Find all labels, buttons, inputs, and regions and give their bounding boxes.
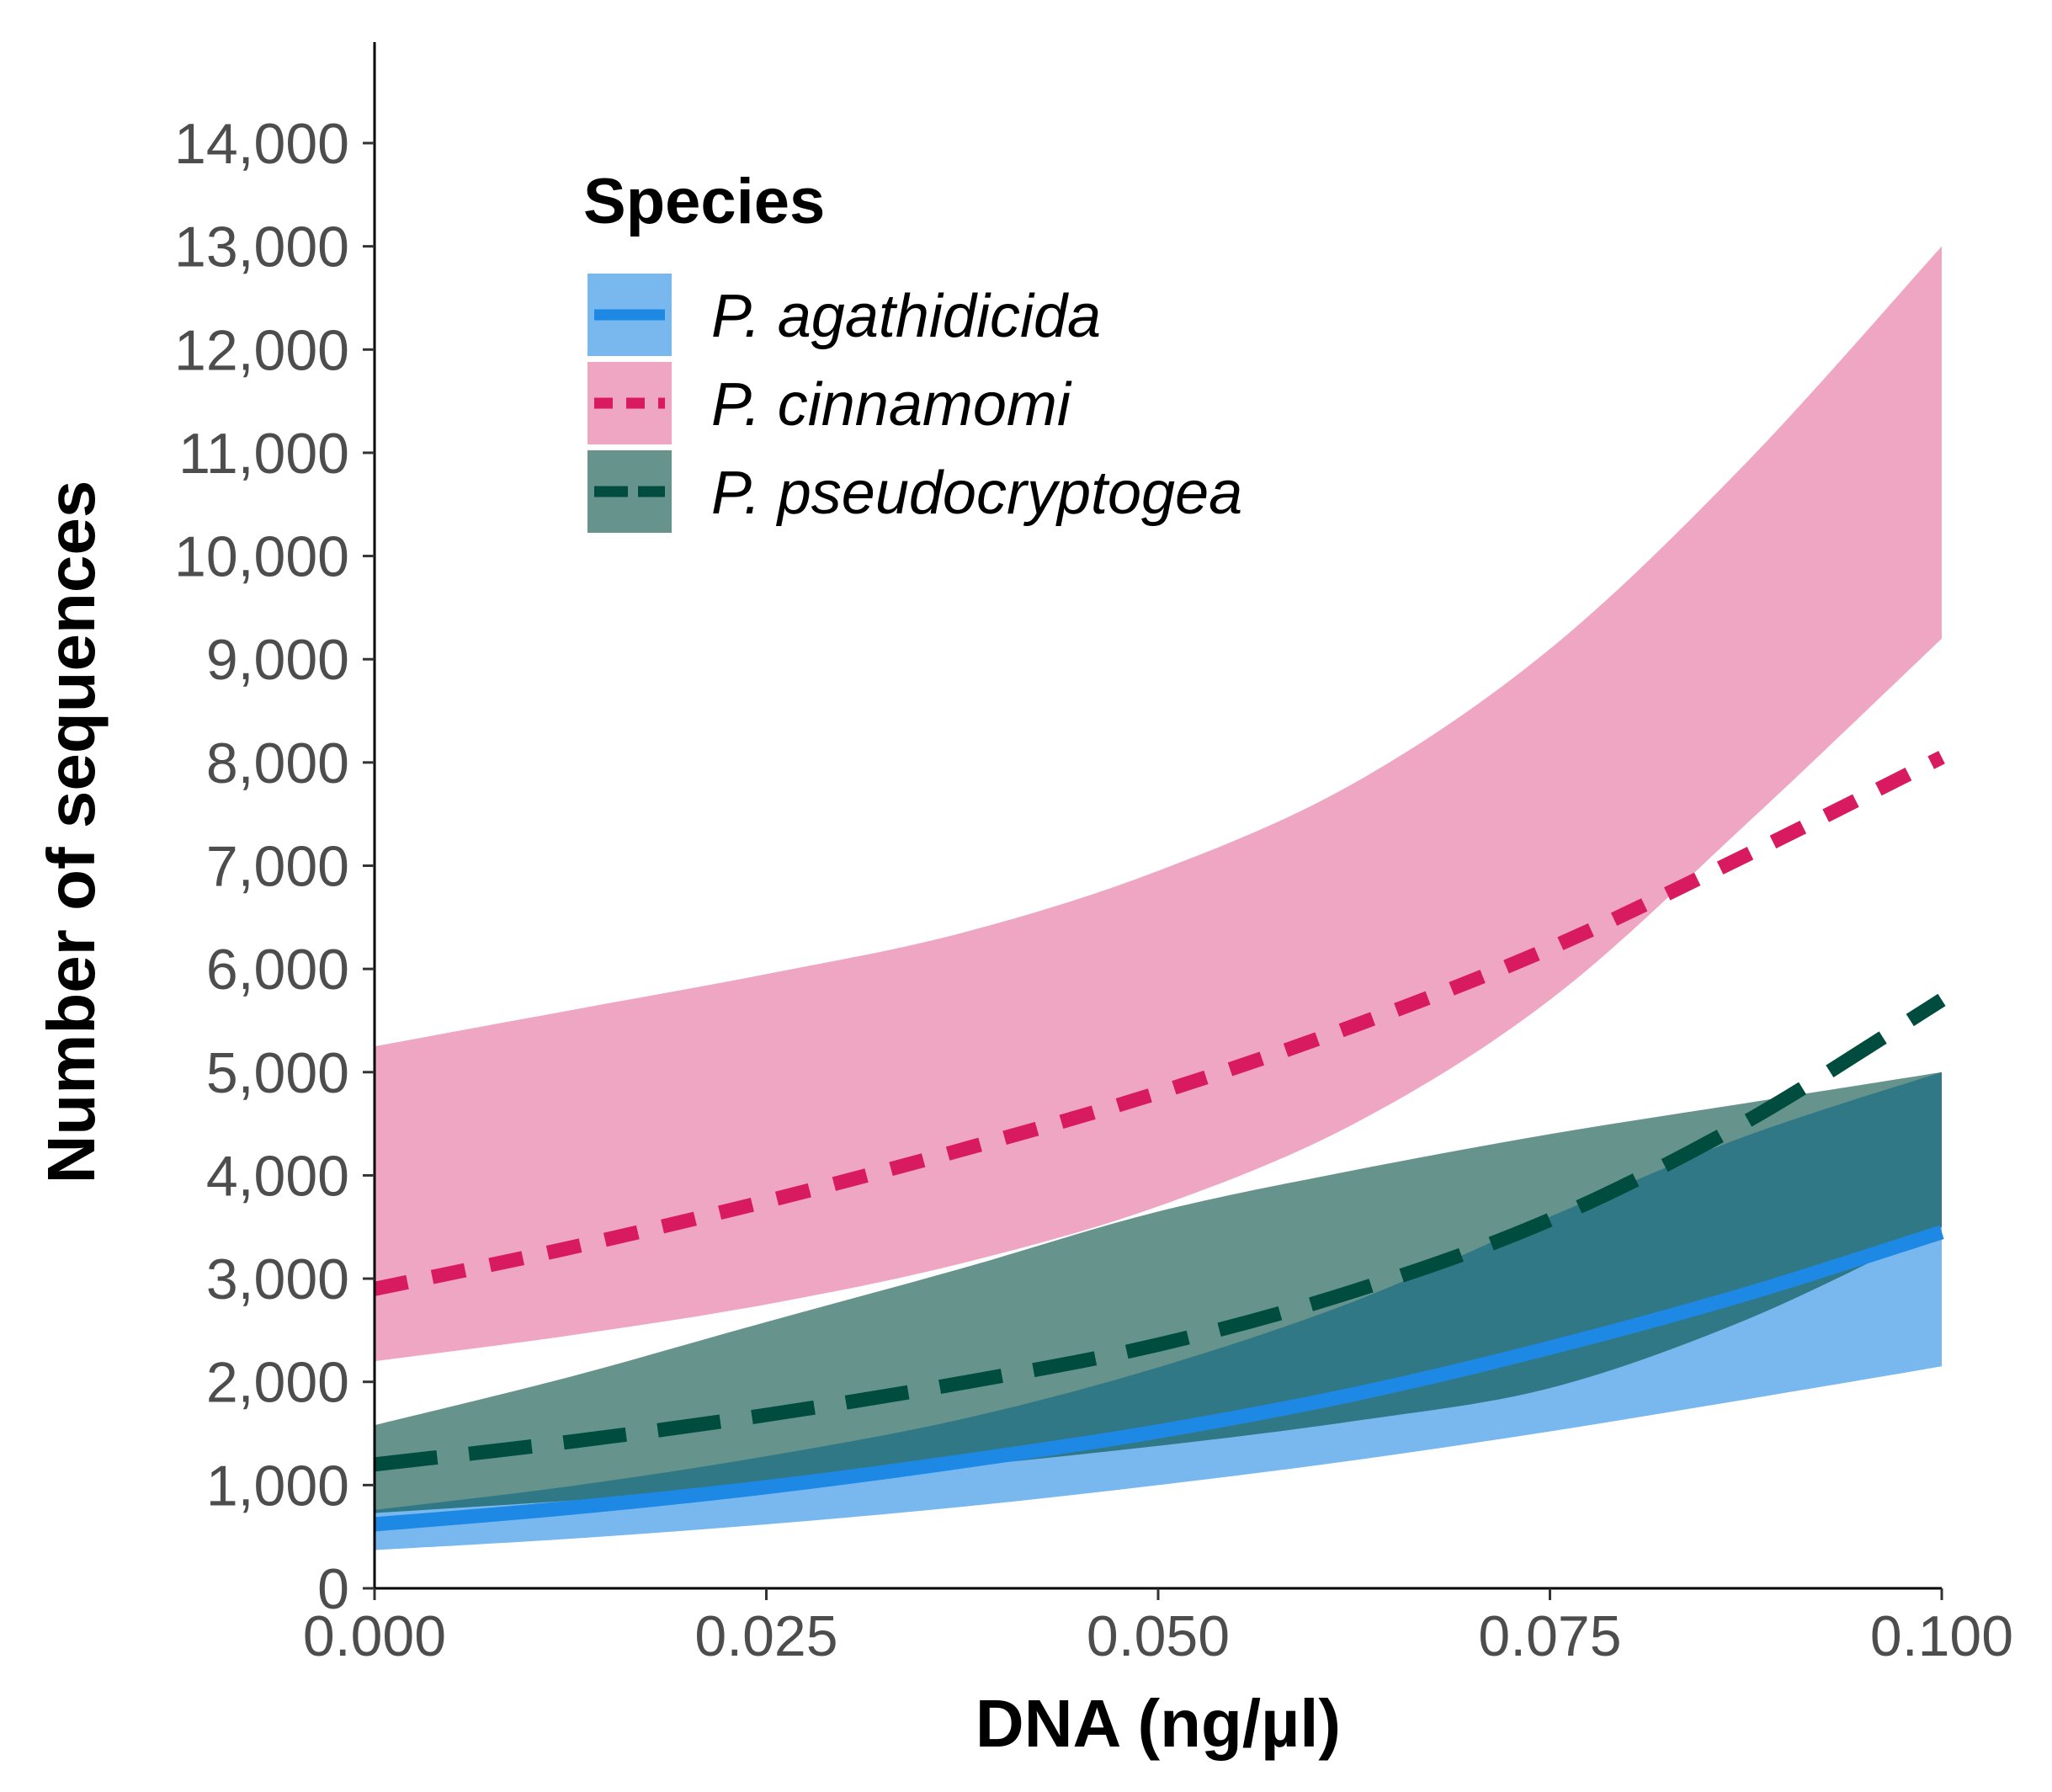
band-p-pseudocryptogea (375, 1071, 1942, 1513)
band-p-cinnamomi (375, 246, 1942, 1362)
axis-ticks: 0 1,000 2,000 3,000 4,000 5,000 6,000 7,000 8,00… (174, 112, 2013, 1668)
y-tick-label: 2,000 (206, 1351, 349, 1415)
x-tick-label: 0.000 (303, 1604, 446, 1668)
y-tick-label: 12,000 (174, 318, 349, 382)
legend-label: P. pseudocryptogea (711, 460, 1242, 527)
line-p-pseudocryptogea (374, 993, 1946, 1472)
y-tick-label: 1,000 (206, 1454, 349, 1518)
legend-label: P. agathidicida (711, 283, 1101, 350)
y-tick-label: 0 (317, 1557, 349, 1621)
line-p-cinnamomi (373, 751, 1945, 1296)
legend-item-p-cinnamomi: P. cinnamomi (587, 362, 1072, 444)
x-tick-label: 0.075 (1478, 1604, 1621, 1668)
line-p-agathidicida (374, 1225, 1944, 1532)
legend: Species P. agathidicida P. cinnamomi P. ps… (583, 166, 1242, 533)
legend-item-p-agathidicida: P. agathidicida (587, 274, 1101, 356)
y-tick-label: 7,000 (206, 835, 349, 899)
legend-label: P. cinnamomi (711, 371, 1072, 439)
y-tick-label: 5,000 (206, 1041, 349, 1105)
y-tick-label: 9,000 (206, 628, 349, 692)
y-tick-label: 4,000 (206, 1144, 349, 1208)
x-tick-label: 0.050 (1087, 1604, 1230, 1668)
confidence-bands (375, 246, 1942, 1550)
y-tick-label: 10,000 (174, 525, 349, 589)
y-tick-label: 11,000 (178, 422, 349, 486)
fit-lines (373, 751, 1946, 1532)
legend-item-p-pseudocryptogea: P. pseudocryptogea (587, 450, 1242, 533)
x-tick-label: 0.025 (694, 1604, 837, 1668)
y-tick-label: 13,000 (174, 215, 349, 279)
y-tick-label: 3,000 (206, 1247, 349, 1311)
legend-title: Species (583, 166, 825, 237)
legend-items: P. agathidicida P. cinnamomi P. pseudocryp… (587, 274, 1242, 533)
x-axis-title: DNA (ng/µl) (975, 1686, 1341, 1761)
y-tick-label: 8,000 (206, 731, 349, 795)
y-axis-title: Number of sequences (34, 481, 109, 1184)
x-tick-label: 0.100 (1870, 1604, 2013, 1668)
band-p-agathidicida (375, 1071, 1942, 1550)
y-tick-label: 6,000 (206, 938, 349, 1002)
y-tick-label: 14,000 (174, 112, 349, 176)
